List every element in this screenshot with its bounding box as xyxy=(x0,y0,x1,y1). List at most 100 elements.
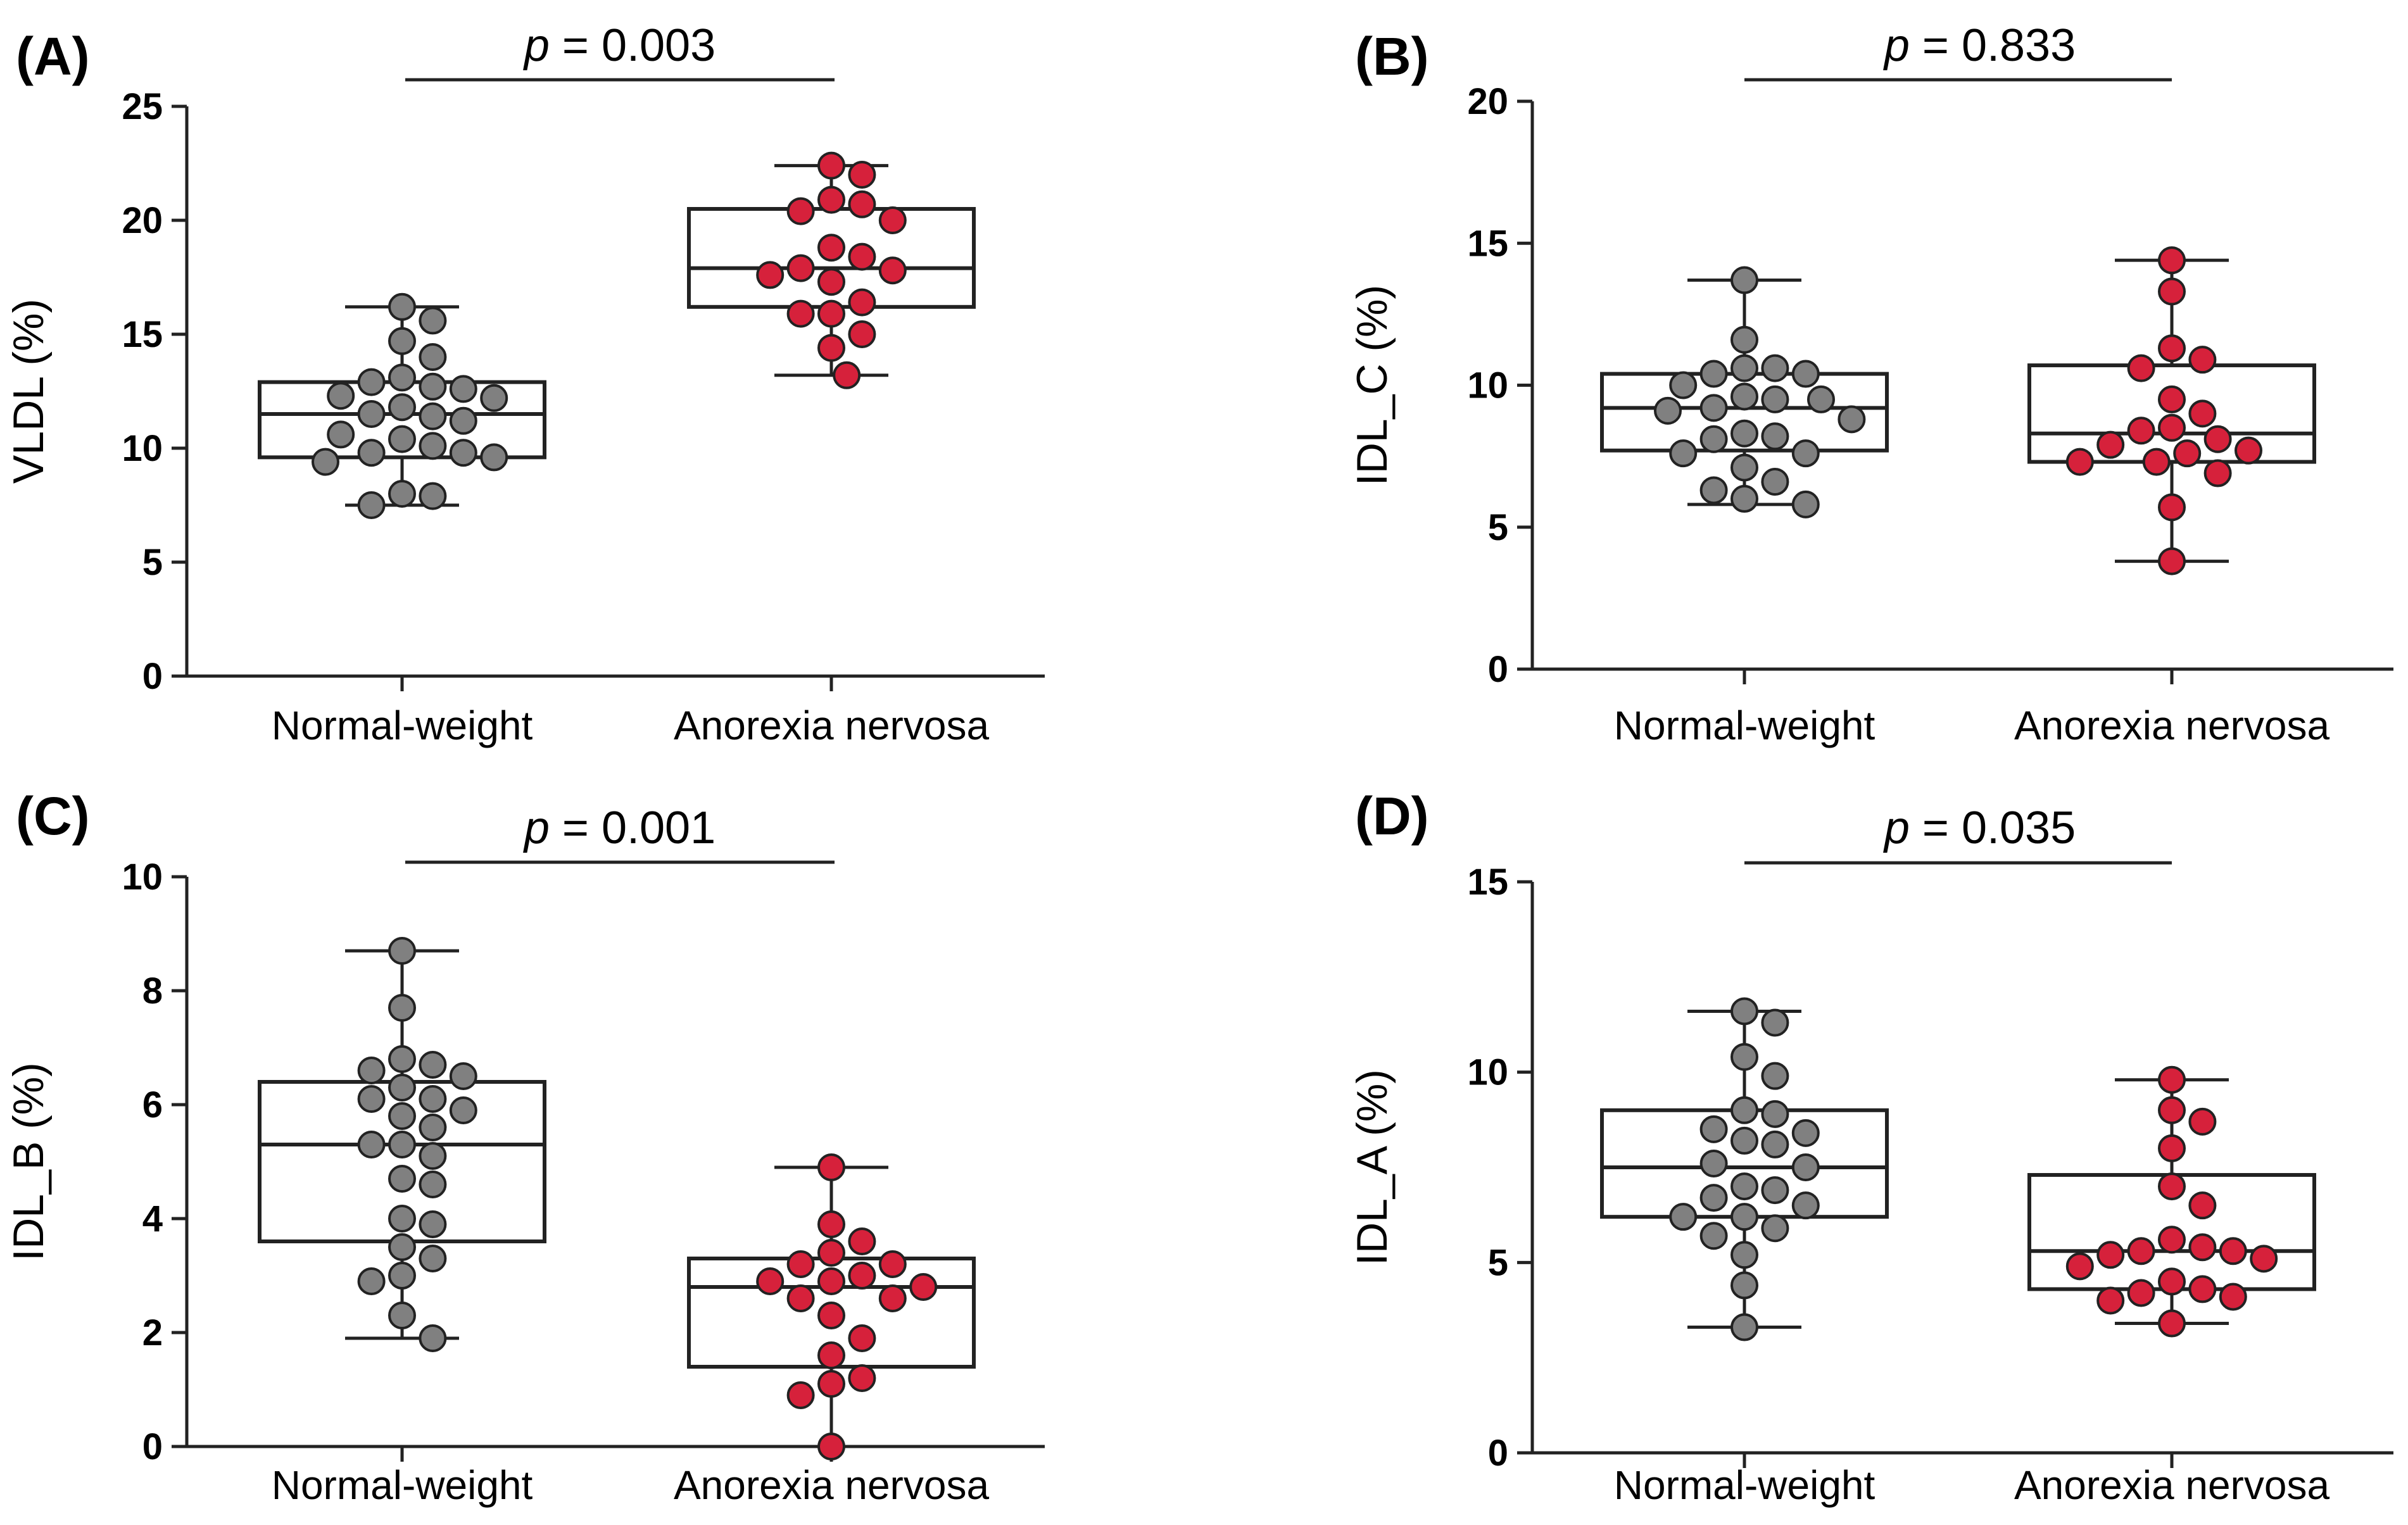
data-point xyxy=(878,1250,907,1278)
box xyxy=(2027,363,2316,464)
data-point xyxy=(357,368,386,396)
data-point xyxy=(2188,1107,2217,1136)
panel-label: (D) xyxy=(1355,786,1429,846)
data-point xyxy=(786,1381,815,1409)
data-point xyxy=(1838,405,1866,434)
data-point xyxy=(2158,246,2186,275)
data-point xyxy=(1699,425,1728,453)
data-point xyxy=(388,1205,416,1233)
panel-a: (A) p = 0.003 0 5 10 15 20 25 VLDL (%) Normal-wei… xyxy=(4,20,1045,748)
data-point xyxy=(878,1284,907,1312)
data-point xyxy=(327,420,355,449)
data-point xyxy=(1761,354,1789,382)
box xyxy=(1600,1108,1889,1219)
category-label: Normal-weight xyxy=(1614,703,1875,748)
data-point xyxy=(817,1210,845,1238)
data-point xyxy=(1669,439,1698,468)
data-point xyxy=(2203,459,2232,487)
data-point xyxy=(419,306,447,335)
data-point xyxy=(388,363,416,392)
data-point xyxy=(1761,1008,1789,1037)
data-point xyxy=(2235,436,2262,465)
data-point xyxy=(1791,490,1820,518)
data-point xyxy=(2127,417,2155,445)
data-point xyxy=(2188,346,2217,374)
data-point xyxy=(2188,1191,2217,1220)
data-point xyxy=(419,1170,447,1198)
data-point xyxy=(2127,354,2155,382)
data-point xyxy=(786,254,815,282)
category-label: Anorexia nervosa xyxy=(2014,703,2329,748)
data-point xyxy=(419,1085,447,1113)
category-label: Normal-weight xyxy=(272,703,533,748)
data-point xyxy=(2158,1134,2186,1162)
data-point xyxy=(1730,1043,1758,1071)
data-point xyxy=(449,1096,477,1124)
data-point xyxy=(817,1433,845,1460)
data-point xyxy=(756,261,785,289)
data-point xyxy=(1730,325,1758,354)
y-tick-label: 0 xyxy=(1488,1433,1508,1474)
data-point xyxy=(388,1233,416,1261)
data-point xyxy=(878,256,907,285)
group-anorexia-nervosa xyxy=(2027,246,2316,575)
data-point xyxy=(2250,1245,2278,1273)
data-point xyxy=(357,1057,386,1084)
data-point xyxy=(2158,547,2186,575)
data-point xyxy=(480,384,508,412)
data-point xyxy=(1761,1100,1789,1128)
data-point xyxy=(357,1267,386,1295)
data-point xyxy=(1761,1062,1789,1090)
data-point xyxy=(1730,1126,1758,1155)
group-normal-weight xyxy=(258,292,546,519)
data-point xyxy=(1791,360,1820,388)
data-point xyxy=(1699,1184,1728,1212)
data-point xyxy=(2158,493,2186,522)
data-point xyxy=(817,1302,845,1329)
p-value: 0.003 xyxy=(602,20,715,71)
data-point xyxy=(357,400,386,428)
y-tick-label: 0 xyxy=(142,1426,163,1467)
y-tick-label: 10 xyxy=(122,857,163,898)
y-tick-label: 15 xyxy=(122,314,163,355)
panel-c: (C) p = 0.001 0 2 4 6 8 10 IDL_B (%) Normal-weigh… xyxy=(4,786,1045,1508)
data-point xyxy=(449,406,477,435)
data-point xyxy=(2158,1226,2186,1254)
data-point xyxy=(327,382,355,410)
data-point xyxy=(848,190,876,218)
p-value-label: p = 0.001 xyxy=(523,803,715,853)
y-tick-label: 8 xyxy=(142,970,163,1012)
data-point xyxy=(1730,1096,1758,1124)
data-point xyxy=(388,1262,416,1290)
data-point xyxy=(419,343,447,371)
data-point xyxy=(817,1267,845,1295)
y-axis-title: IDL_C (%) xyxy=(1348,285,1396,486)
data-point xyxy=(756,1267,785,1295)
data-point xyxy=(786,1250,815,1278)
data-point xyxy=(848,161,876,189)
data-point xyxy=(357,439,386,467)
data-point xyxy=(817,151,845,180)
panel-label: (A) xyxy=(16,27,90,86)
data-point xyxy=(419,1051,447,1079)
data-point xyxy=(2096,1286,2125,1315)
data-point xyxy=(2127,1237,2155,1265)
y-tick-label: 10 xyxy=(1467,1052,1508,1093)
data-point xyxy=(2142,448,2171,476)
data-point xyxy=(1730,453,1758,482)
data-point xyxy=(1761,1176,1789,1205)
data-point xyxy=(817,1370,845,1398)
data-point xyxy=(2188,1233,2217,1262)
data-point xyxy=(2158,1096,2186,1124)
data-point xyxy=(449,1062,477,1090)
data-point xyxy=(2158,1267,2186,1296)
data-point xyxy=(357,491,386,519)
data-point xyxy=(312,448,339,476)
data-point xyxy=(388,327,416,355)
data-point xyxy=(1730,382,1758,411)
data-point xyxy=(1730,1271,1758,1300)
data-point xyxy=(1791,1119,1820,1147)
data-point xyxy=(2096,430,2125,459)
data-point xyxy=(1730,484,1758,513)
data-point xyxy=(848,1227,876,1255)
